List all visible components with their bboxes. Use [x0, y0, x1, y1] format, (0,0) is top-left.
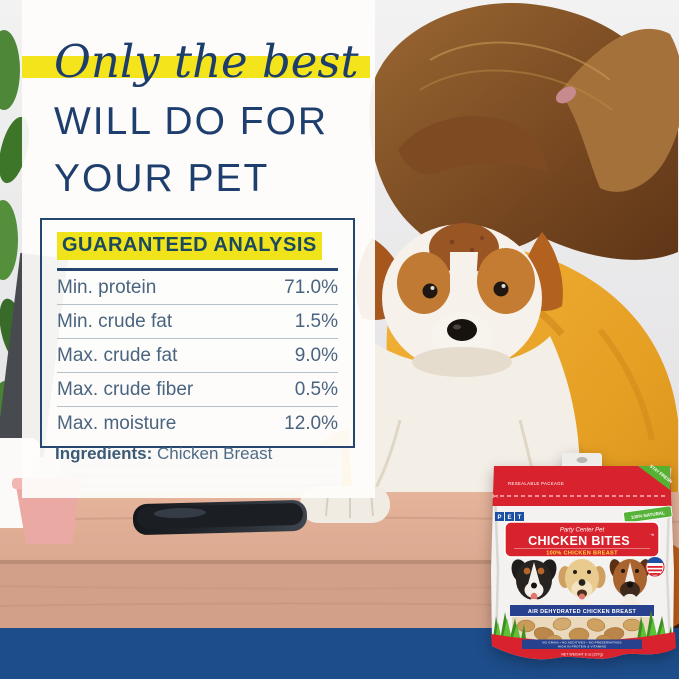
product-subtitle: 100% CHICKEN BREAST — [546, 550, 618, 556]
row-label: Max. moisture — [57, 412, 177, 434]
hang-hole — [576, 457, 588, 463]
bag-dogs-art — [511, 559, 651, 614]
row-label: Max. crude fat — [57, 344, 178, 366]
svg-text:P: P — [497, 515, 501, 521]
claims-line2: HIGH IN PROTEIN & VITAMINS — [558, 645, 606, 649]
pet-logo: P E T — [495, 512, 524, 521]
headline-line2: YOUR PET — [54, 157, 270, 200]
brand-panel: Party Center Pet CHICKEN BITES ™ 100% CH… — [504, 521, 660, 558]
stay-fresh-ribbon — [638, 466, 670, 490]
ingredients-value: Chicken Breast — [157, 444, 273, 463]
row-label: Min. crude fat — [57, 310, 173, 332]
analysis-title: GUARANTEED ANALYSIS — [57, 232, 322, 260]
svg-text:T: T — [518, 515, 522, 521]
headline-block: Only the best WILL DO FOR YOUR PET — [22, 0, 375, 204]
product-package: RESEALABLE PACKAGE ✂ STAY FRESH P E T 10… — [484, 450, 679, 664]
row-label: Min. protein — [57, 276, 157, 298]
bag-banner — [510, 605, 654, 616]
smartphone-photo — [132, 500, 308, 535]
analysis-row-fiber: Max. crude fiber 0.5% — [57, 373, 338, 407]
guaranteed-analysis-table: GUARANTEED ANALYSIS Min. protein 71.0% M… — [40, 218, 355, 448]
yellow-highlight-bar — [22, 56, 370, 78]
info-panel: Only the best WILL DO FOR YOUR PET GUARA… — [22, 0, 375, 498]
row-value: 1.5% — [294, 310, 338, 332]
claims-line1: NO GRAIN • NO ADDITIVES • NO PRESERVATIV… — [542, 640, 622, 644]
headline-line1: WILL DO FOR — [54, 100, 329, 143]
product-name: CHICKEN BITES — [528, 534, 630, 548]
bag-bottom-band: NO GRAIN • NO ADDITIVES • NO PRESERVATIV… — [491, 632, 676, 660]
ingredients-line: Ingredients: Chicken Breast — [55, 444, 272, 464]
row-value: 12.0% — [284, 412, 338, 434]
row-value: 71.0% — [284, 276, 338, 298]
headline-script: Only the best — [54, 35, 359, 88]
natural-ribbon: 100% NATURAL — [623, 505, 673, 524]
svg-text:E: E — [507, 515, 511, 521]
net-weight: NET WEIGHT 8 oz (227g) — [561, 653, 603, 657]
row-value: 9.0% — [294, 344, 338, 366]
trademark: ™ — [650, 533, 655, 538]
ingredients-label: Ingredients: — [55, 444, 153, 463]
analysis-row-min-fat: Min. crude fat 1.5% — [57, 305, 338, 339]
brand-script: Party Center Pet — [560, 528, 605, 534]
usa-badge — [645, 556, 665, 577]
analysis-row-moisture: Max. moisture 12.0% — [57, 407, 338, 440]
title-rule — [57, 268, 338, 271]
resealable-label: RESEALABLE PACKAGE — [508, 481, 564, 486]
analysis-row-protein: Min. protein 71.0% — [57, 271, 338, 305]
bag-top-band — [492, 466, 672, 506]
scissors-icon: ✂ — [492, 492, 499, 501]
natural-label: 100% NATURAL — [631, 510, 666, 520]
row-value: 0.5% — [294, 378, 338, 400]
row-label: Max. crude fiber — [57, 378, 194, 400]
analysis-row-max-fat: Max. crude fat 9.0% — [57, 339, 338, 373]
bag-banner-label: AIR DEHYDRATED CHICKEN BREAST — [528, 609, 637, 615]
